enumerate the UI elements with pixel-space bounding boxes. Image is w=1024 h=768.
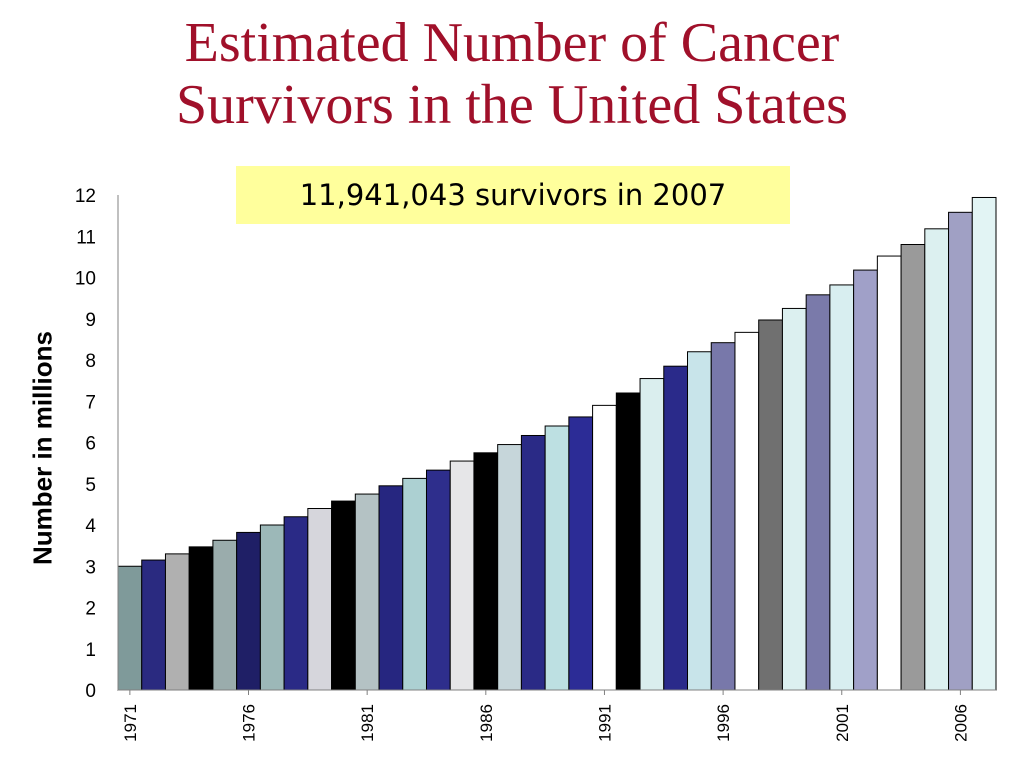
bar-1978 xyxy=(283,516,309,691)
bar-1977 xyxy=(259,524,285,691)
x-tick-label: 1981 xyxy=(358,704,377,742)
bar-1986 xyxy=(473,452,499,691)
bar-1979 xyxy=(307,508,333,691)
x-tick-labels: 1971 1976 1981 1986 1991 1996 2001 2006 xyxy=(121,690,970,742)
bar-1984 xyxy=(425,469,451,691)
y-tick-label: 0 xyxy=(85,681,96,702)
bar-1980 xyxy=(331,500,356,691)
y-tick-label: 7 xyxy=(85,392,96,413)
y-tick-label: 5 xyxy=(85,475,96,496)
x-tick-label: 1986 xyxy=(477,704,496,742)
bar-1982 xyxy=(378,485,404,691)
bar-1983 xyxy=(402,477,427,691)
y-tick-label: 4 xyxy=(85,516,96,537)
bar-1997 xyxy=(734,331,760,691)
y-tick-label: 3 xyxy=(85,557,96,578)
y-tick-label: 11 xyxy=(76,227,96,248)
bar-2007 xyxy=(971,196,997,691)
bar-1985 xyxy=(449,460,475,691)
bar-2000 xyxy=(805,294,831,691)
bar-1976 xyxy=(236,531,261,691)
bar-1975 xyxy=(212,539,238,691)
survivors-callout: 11,941,043 survivors in 2007 xyxy=(236,166,790,224)
bar-group xyxy=(117,196,997,691)
bar-2005 xyxy=(924,228,950,691)
bar-2001 xyxy=(829,284,855,691)
bar-1991 xyxy=(592,404,617,691)
bar-1999 xyxy=(781,307,807,691)
x-tick-label: 1976 xyxy=(240,704,259,742)
bar-1972 xyxy=(141,559,166,691)
bar-1995 xyxy=(687,351,712,691)
bar-1989 xyxy=(544,425,570,691)
x-tick-label: 1971 xyxy=(121,704,140,742)
bar-1973 xyxy=(164,553,190,691)
y-axis-label: Number in millions xyxy=(27,330,58,566)
x-tick-label: 2001 xyxy=(833,704,852,742)
bar-1971 xyxy=(117,565,143,691)
y-tick-label: 12 xyxy=(75,186,96,207)
y-tick-label: 8 xyxy=(85,351,96,372)
bar-1974 xyxy=(188,546,214,691)
slide-title-line-2: Survivors in the United States xyxy=(176,74,848,136)
bar-2002 xyxy=(853,269,878,691)
x-tick-label: 1996 xyxy=(714,704,733,742)
bar-1996 xyxy=(710,342,736,691)
bar-2003 xyxy=(876,255,902,691)
y-tick-label: 9 xyxy=(85,310,96,331)
bar-1988 xyxy=(520,434,546,691)
y-tick-label: 2 xyxy=(85,599,96,620)
bar-1981 xyxy=(354,493,380,691)
y-tick-label: 10 xyxy=(75,269,96,290)
y-tick-label: 6 xyxy=(85,434,96,455)
x-tick-label: 1991 xyxy=(595,704,614,742)
bar-2006 xyxy=(948,211,973,691)
bar-1987 xyxy=(497,444,522,691)
slide-title-line-1: Estimated Number of Cancer xyxy=(184,12,840,74)
x-tick-label: 2006 xyxy=(951,704,970,742)
y-tick-label: 1 xyxy=(85,640,96,661)
bar-1993 xyxy=(639,378,665,691)
slide-title: Estimated Number of Cancer Survivors in … xyxy=(0,12,1024,136)
bar-1994 xyxy=(663,365,689,691)
bar-1990 xyxy=(568,416,594,691)
bar-1992 xyxy=(615,392,641,691)
bar-1998 xyxy=(758,319,783,691)
axes xyxy=(117,195,996,691)
bar-2004 xyxy=(900,244,926,691)
